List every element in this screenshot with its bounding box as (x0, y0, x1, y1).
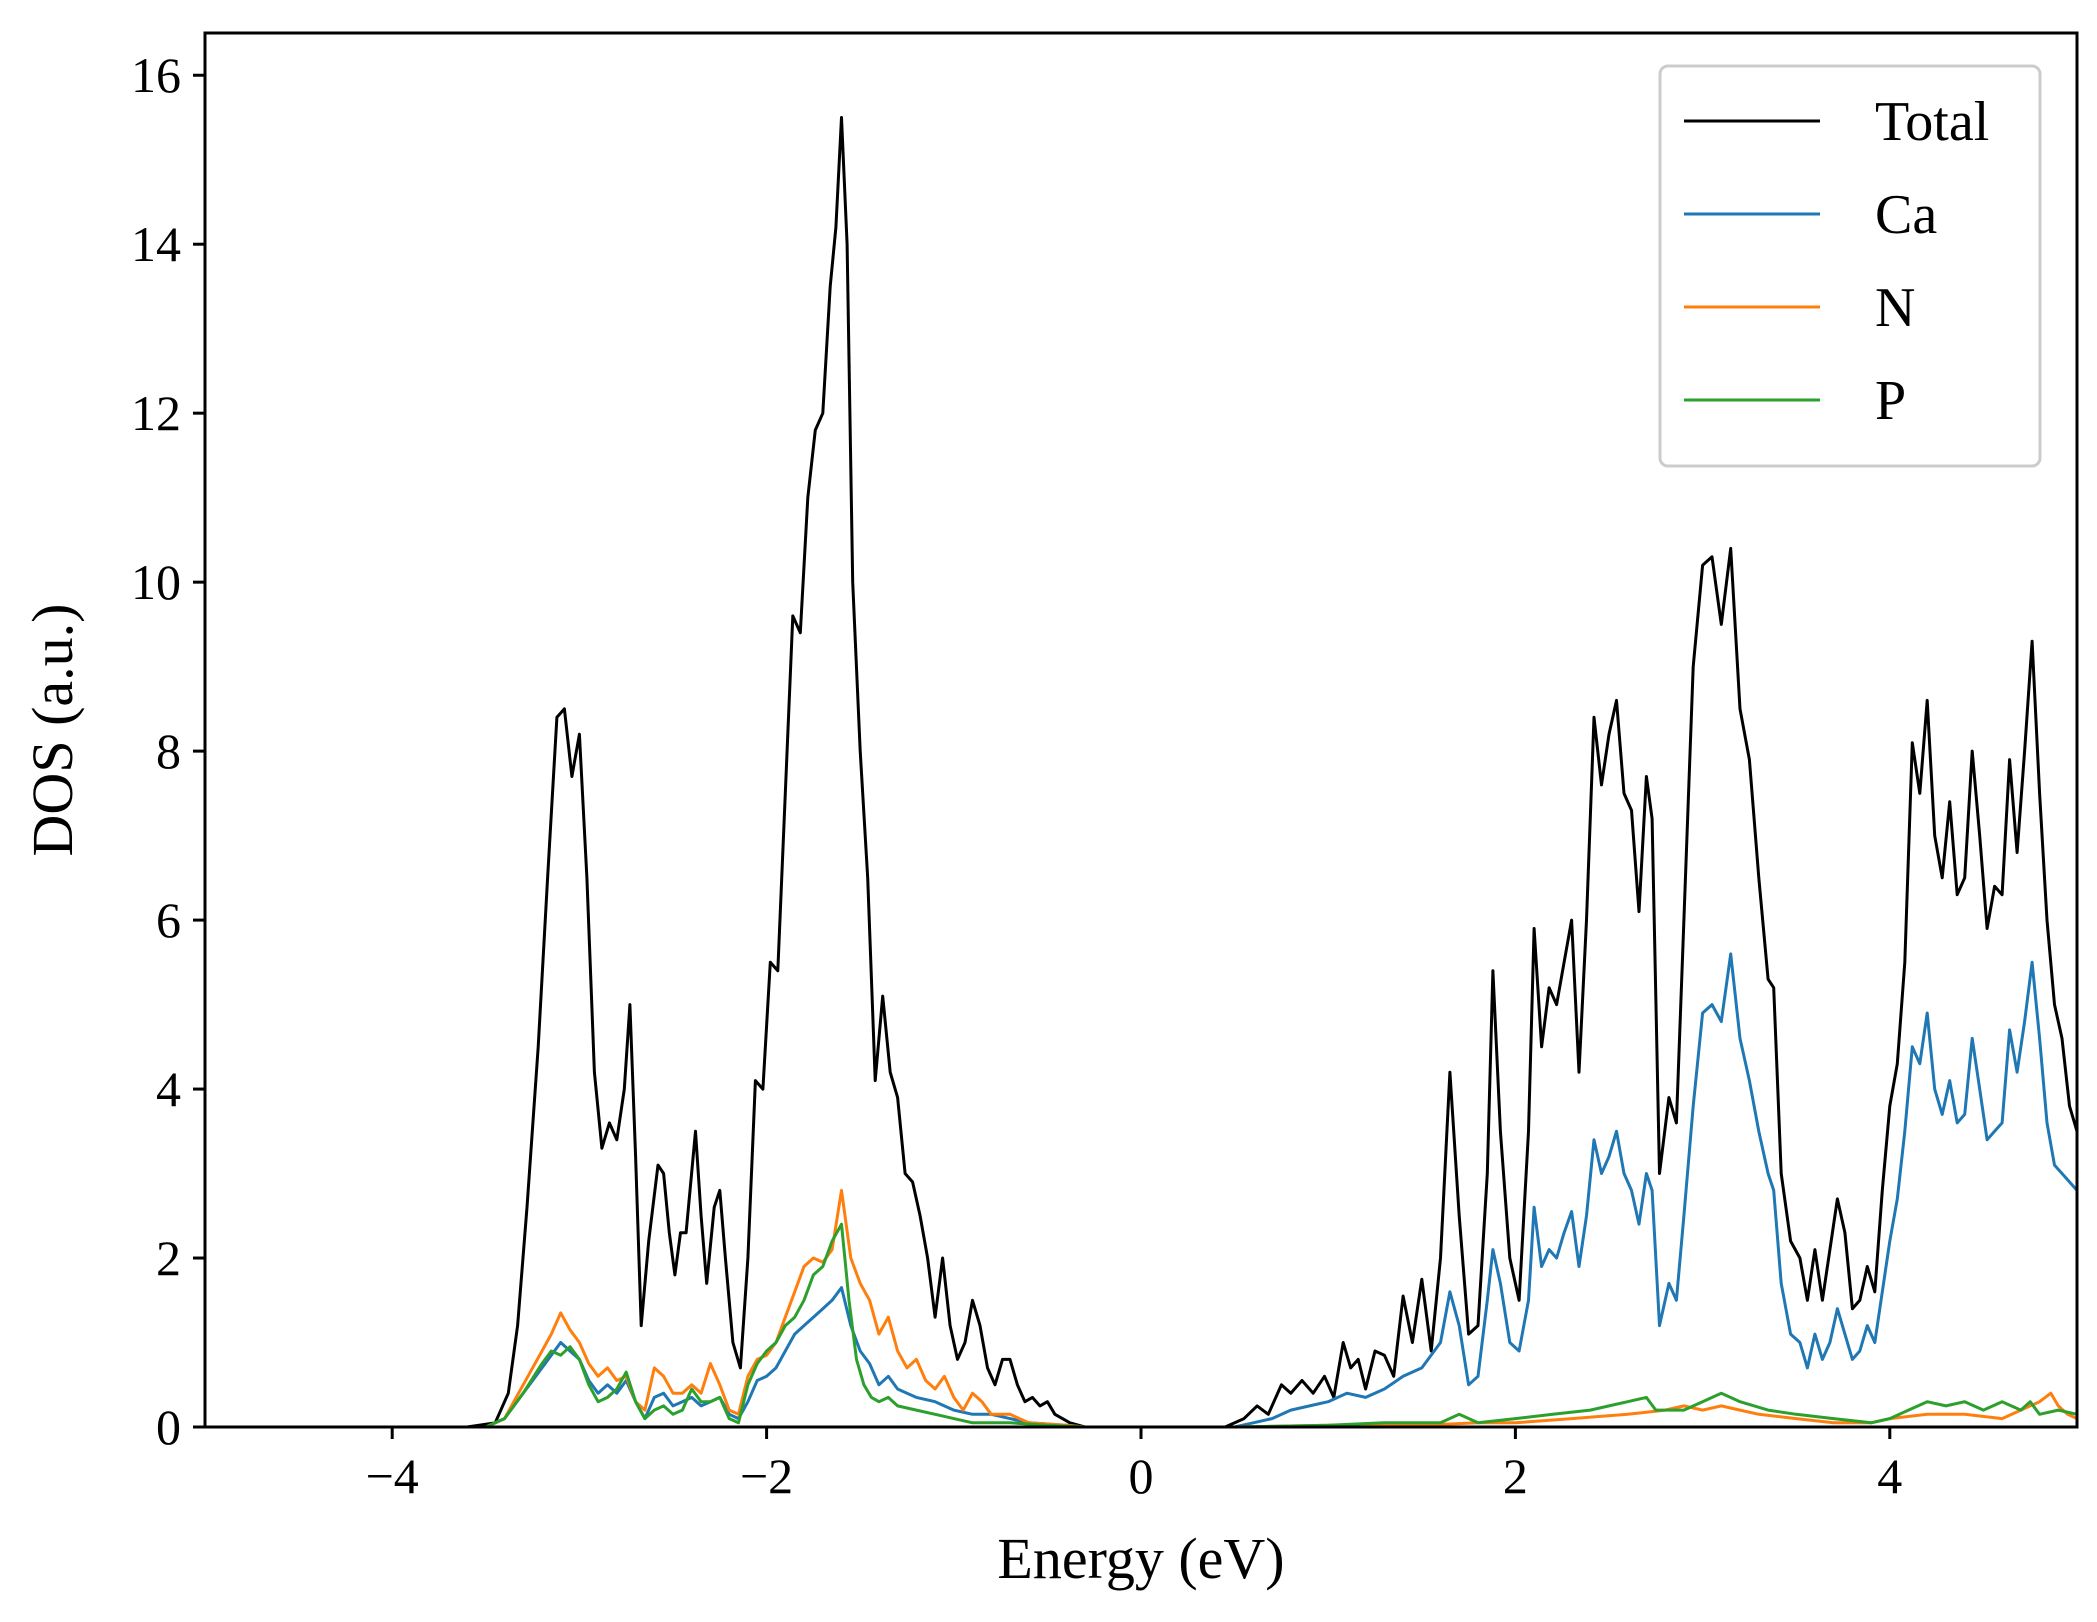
y-tick-label: 2 (156, 1230, 181, 1286)
x-tick-label: 2 (1503, 1448, 1528, 1504)
y-tick-label: 4 (156, 1061, 181, 1117)
y-axis-title: DOS (a.u.) (20, 604, 85, 857)
y-tick-label: 0 (156, 1399, 181, 1455)
series-lines (205, 116, 2077, 1427)
axis-ticks: −4 −2 0 2 4 0 2 4 6 8 10 12 14 16 (131, 47, 1902, 1504)
x-axis-title: Energy (eV) (997, 1526, 1284, 1591)
legend-items: Total Ca NP (1684, 91, 1989, 432)
legend-label: P (1875, 370, 1906, 432)
series-line-total (205, 116, 2077, 1427)
x-tick-label: −2 (740, 1448, 793, 1504)
legend-label: Total (1875, 91, 1989, 153)
legend-item-n: N (1684, 277, 1915, 339)
y-tick-label: 16 (131, 47, 181, 103)
series-line-ca (205, 952, 2077, 1427)
legend: Total Ca NP (1658, 64, 2042, 468)
y-tick-label: 12 (131, 385, 181, 441)
x-tick-label: −4 (366, 1448, 419, 1504)
y-tick-label: 6 (156, 892, 181, 948)
y-tick-label: 8 (156, 723, 181, 779)
legend-box (1658, 64, 2042, 468)
x-tick-label: 4 (1877, 1448, 1902, 1504)
series-line-p (205, 1222, 2077, 1427)
legend-label: N (1875, 277, 1915, 339)
legend-item-total: Total (1684, 91, 1989, 153)
y-tick-label: 10 (131, 554, 181, 610)
legend-label: Ca (1875, 184, 1937, 246)
x-tick-label: 0 (1129, 1448, 1154, 1504)
y-tick-label: 14 (131, 216, 181, 272)
plot-frame (203, 31, 2079, 1429)
legend-item-p: P (1684, 370, 1906, 432)
legend-item-ca: Ca (1684, 184, 1937, 246)
